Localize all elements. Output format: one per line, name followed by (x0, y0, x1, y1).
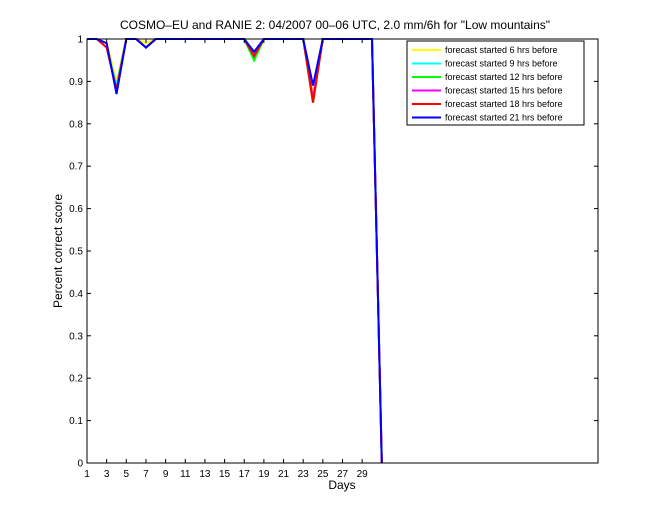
y-tick-label-1: 0.1 (69, 416, 83, 427)
legend-label-6: forecast started 21 hrs before (445, 113, 563, 123)
y-tick-label-7: 0.7 (69, 162, 83, 173)
legend-label-3: forecast started 12 hrs before (445, 72, 563, 82)
y-tick-label-2: 0.2 (69, 374, 83, 385)
y-tick-label-4: 0.4 (69, 289, 83, 300)
series-line-1 (87, 38, 383, 464)
x-tick-label-5: 5 (124, 469, 130, 480)
x-tick-label-21: 21 (278, 469, 290, 480)
legend-label-5: forecast started 18 hrs before (445, 99, 563, 109)
series-line-2 (87, 38, 383, 464)
legend-label-4: forecast started 15 hrs before (445, 86, 563, 96)
series-line-5 (87, 38, 383, 464)
x-tick-label-7: 7 (143, 469, 149, 480)
y-axis: 0 0.1 0.2 0.3 0.4 0.5 0.6 0.7 0.8 0.9 1 (69, 35, 598, 470)
series-layer (87, 38, 383, 464)
x-tick-label-11: 11 (180, 469, 191, 480)
y-axis-title: Percent correct score (51, 194, 65, 308)
series-line-3 (87, 38, 383, 464)
x-tick-label-9: 9 (163, 469, 169, 480)
legend-label-1: forecast started 6 hrs before (445, 45, 558, 55)
chart-title: COSMO–EU and RANIE 2: 04/2007 00–06 UTC,… (120, 18, 550, 32)
y-tick-label-9: 0.9 (69, 77, 83, 88)
legend-box (406, 40, 585, 126)
legend-label-2: forecast started 9 hrs before (445, 59, 558, 69)
x-tick-label-29: 29 (357, 469, 369, 480)
y-tick-label-8: 0.8 (69, 119, 83, 130)
y-tick-label-3: 0.3 (69, 331, 83, 342)
x-tick-label-19: 19 (258, 469, 270, 480)
y-tick-label-10: 1 (77, 35, 83, 46)
x-tick-label-3: 3 (104, 469, 110, 480)
y-tick-label-6: 0.6 (69, 204, 83, 215)
x-tick-label-25: 25 (317, 469, 329, 480)
x-tick-label-15: 15 (219, 469, 231, 480)
x-tick-label-27: 27 (337, 469, 349, 480)
y-tick-label-0: 0 (77, 459, 83, 470)
legend: forecast started 6 hrs before forecast st… (406, 40, 585, 126)
x-tick-label-23: 23 (298, 469, 310, 480)
x-axis: 1 3 5 7 9 11 13 15 17 19 21 23 25 27 29 (84, 39, 368, 480)
series-line-6 (87, 38, 383, 464)
series-line-4 (87, 38, 383, 464)
x-tick-label-13: 13 (199, 469, 211, 480)
x-tick-label-1: 1 (84, 469, 90, 480)
x-tick-label-17: 17 (239, 469, 251, 480)
x-axis-title: Days (328, 478, 355, 492)
y-tick-label-5: 0.5 (69, 247, 83, 258)
